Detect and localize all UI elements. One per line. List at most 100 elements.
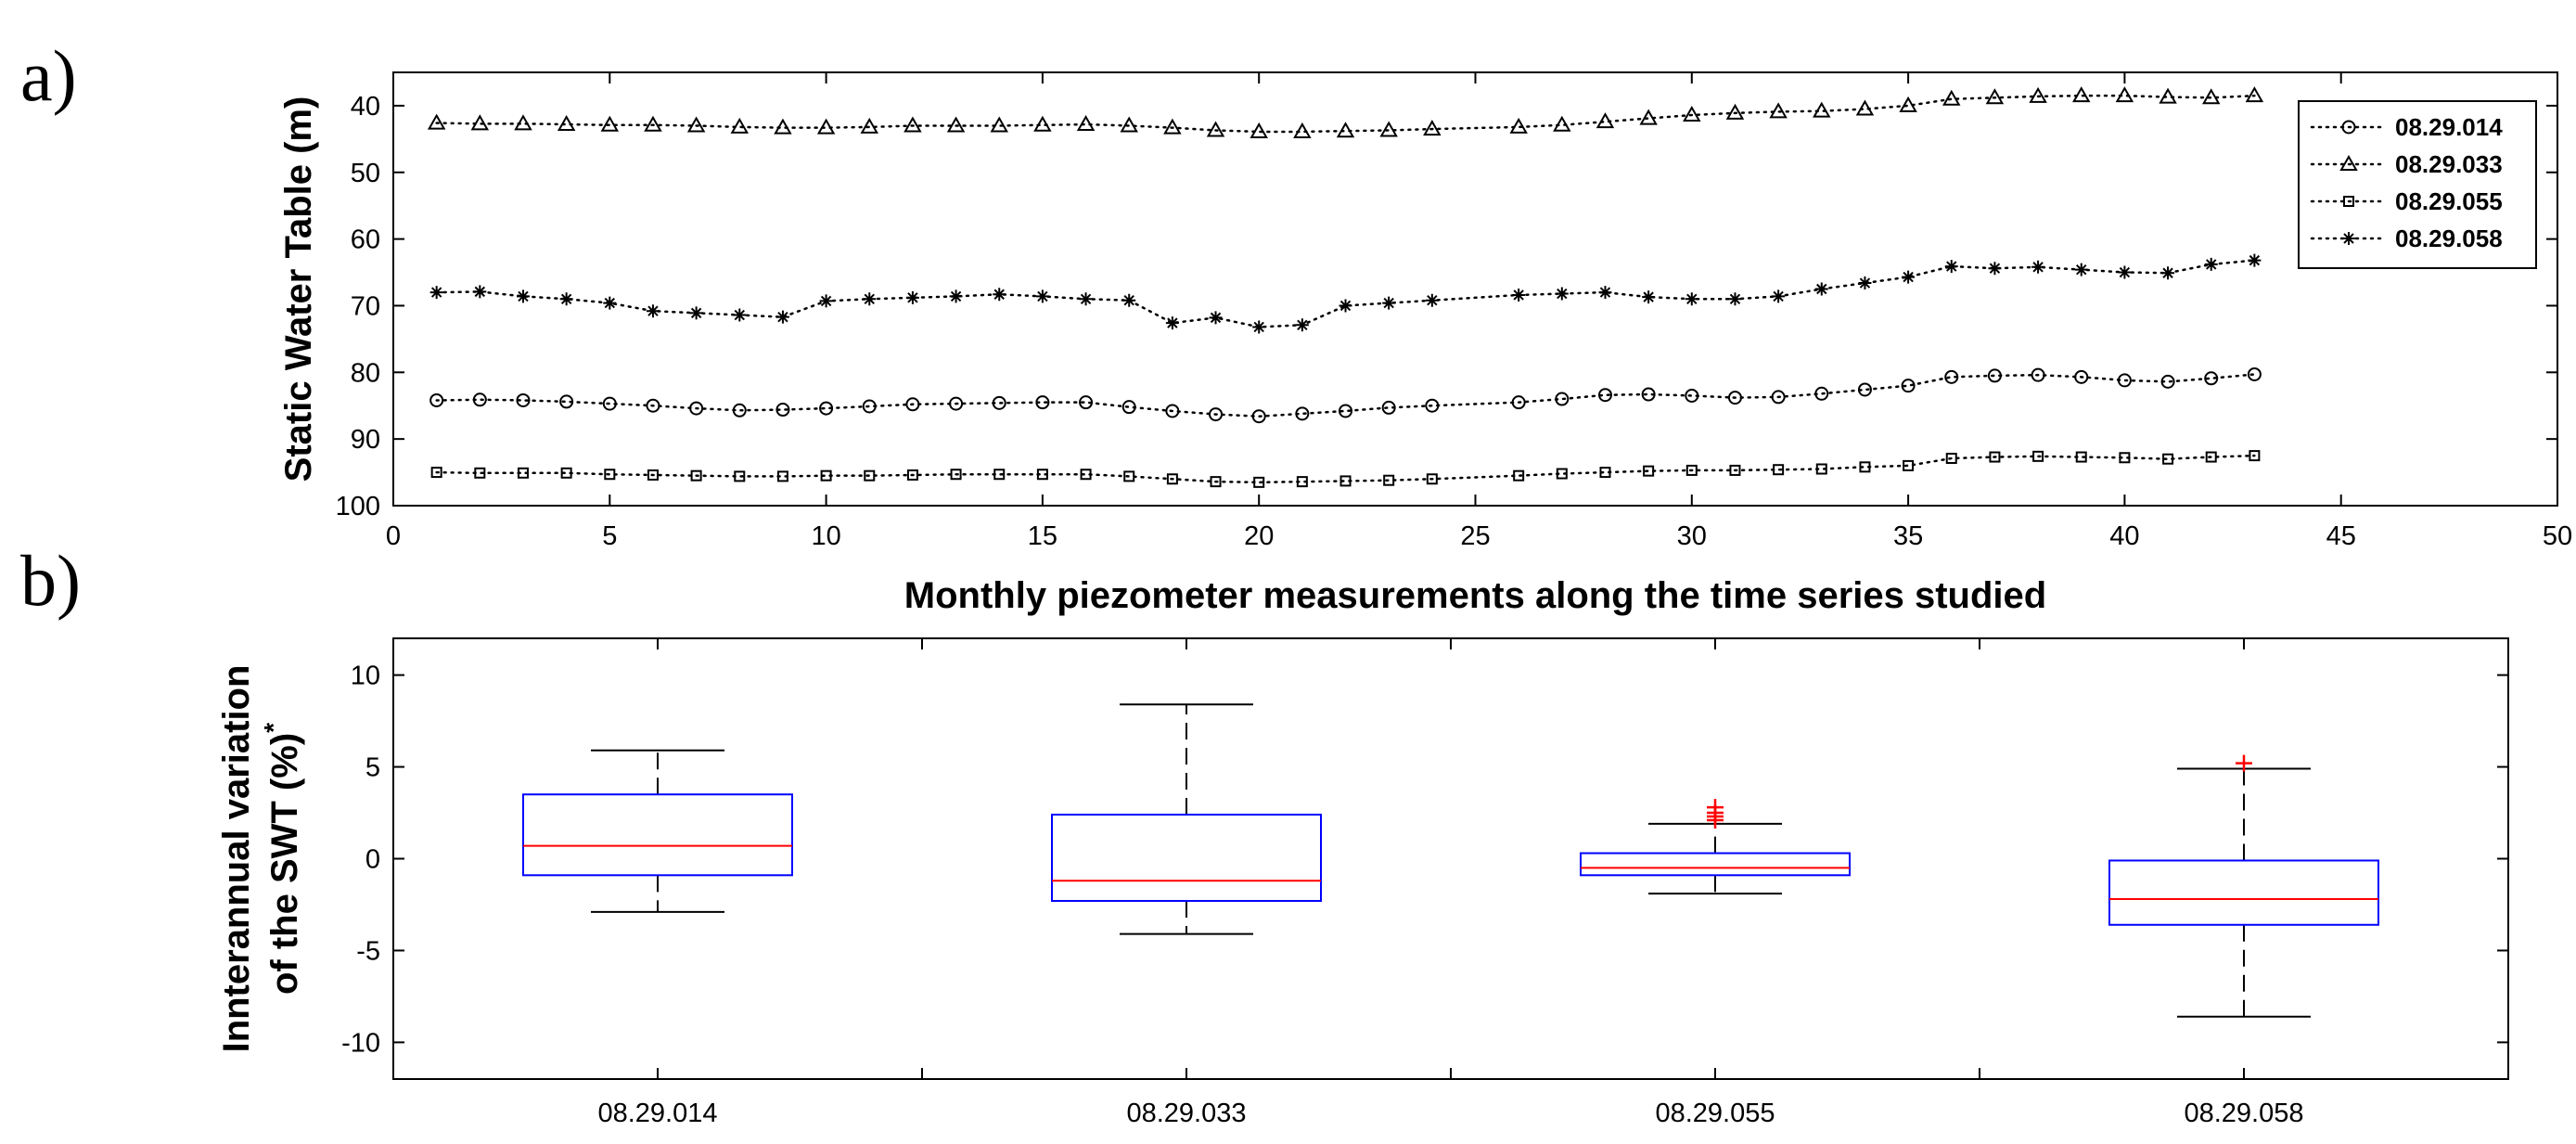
data-point: [1855, 99, 1875, 116]
panel-label-b: b): [20, 540, 81, 621]
data-point: [1859, 461, 1871, 473]
data-point: [1772, 289, 1786, 303]
data-point: [1423, 120, 1442, 136]
series-08.29.033: [427, 86, 2264, 138]
data-point: [1120, 116, 1138, 133]
chart-b: -10 -5 0 5 10 08.29.014 08.29.033 08.29.055 08.2…: [216, 637, 2509, 1128]
data-point: [1295, 406, 1310, 421]
data-point: [646, 304, 660, 318]
data-point: [949, 289, 963, 303]
iqr-box: [1580, 852, 1851, 877]
x-tick-label: 40: [2109, 521, 2139, 551]
y-tick-label: -5: [356, 936, 380, 966]
data-point: [1813, 101, 1831, 118]
data-point: [686, 116, 706, 133]
data-point: [1639, 109, 1658, 125]
x-tick-label: 50: [2543, 521, 2572, 551]
data-point: [732, 403, 747, 418]
y-tick-label: 50: [351, 159, 380, 188]
data-point: [1512, 288, 1526, 302]
data-point: [1728, 292, 1742, 306]
data-point: [1123, 470, 1135, 482]
data-point: [1296, 476, 1308, 488]
data-point: [1598, 286, 1612, 300]
legend-marker: [2339, 154, 2358, 171]
data-point: [1079, 292, 1093, 306]
data-point: [1814, 386, 1829, 401]
data-point: [516, 289, 530, 303]
data-point: [1944, 369, 1959, 384]
data-point: [1641, 387, 1656, 402]
data-point: [429, 286, 443, 300]
data-point: [2031, 260, 2045, 274]
data-point: [559, 394, 574, 409]
data-point: [816, 118, 836, 135]
data-point: [863, 292, 877, 306]
data-point: [1729, 464, 1741, 476]
data-point: [1513, 469, 1525, 482]
data-point: [1553, 115, 1571, 132]
chart-a-y-axis-label: Static Water Table (m): [278, 96, 319, 482]
data-point: [1121, 400, 1136, 415]
data-point: [1293, 122, 1312, 138]
data-point: [1383, 474, 1395, 486]
chart-b-y-axis-superscript: *: [259, 723, 288, 733]
data-point: [1985, 88, 2005, 105]
data-point: [1163, 118, 1182, 135]
x-tick-label: 5: [602, 521, 617, 551]
data-point: [990, 116, 1008, 133]
data-point: [2075, 451, 2087, 463]
y-tick-label: 0: [365, 845, 380, 875]
data-point: [905, 397, 920, 412]
data-point: [1252, 320, 1266, 334]
data-point: [2248, 253, 2262, 267]
data-point: [1336, 122, 1355, 138]
data-point: [1339, 299, 1352, 313]
data-point: [1122, 293, 1136, 307]
y-tick-label: 70: [351, 291, 380, 321]
iqr-box: [2108, 859, 2379, 926]
data-point: [906, 469, 918, 481]
y-tick-label: 80: [351, 358, 380, 388]
data-point: [1773, 464, 1785, 476]
data-point: [1426, 473, 1438, 485]
series-line: [435, 259, 2256, 328]
data-point: [1381, 400, 1396, 415]
data-point: [516, 392, 531, 407]
chart-a-x-axis-label: Monthly piezometer measurements along th…: [904, 575, 2046, 616]
data-point: [1857, 382, 1872, 397]
data-point: [1555, 287, 1569, 301]
data-point: [775, 310, 789, 324]
legend-marker: [2342, 232, 2355, 245]
data-point: [2074, 263, 2088, 276]
data-point: [1080, 469, 1092, 481]
data-point: [1858, 276, 1872, 290]
data-point: [1033, 115, 1052, 132]
data-point: [602, 396, 617, 411]
data-point: [992, 395, 1006, 410]
data-point: [1556, 468, 1568, 480]
y-tick-label: 5: [365, 753, 380, 783]
data-point: [1901, 379, 1916, 393]
data-point: [427, 113, 446, 130]
data-point: [647, 469, 659, 481]
data-point: [2072, 86, 2091, 103]
outlier-marker: [2236, 754, 2252, 772]
chart-b-axes: -10 -5 0 5 10 08.29.014 08.29.033 08.29.055 08.2…: [341, 638, 2508, 1128]
chart-b-boxes: [522, 703, 2379, 1018]
legend-marker: [2343, 196, 2354, 207]
data-point: [1382, 296, 1396, 310]
data-point: [730, 117, 750, 134]
data-point: [646, 398, 660, 413]
data-point: [949, 396, 964, 411]
data-point: [1209, 407, 1224, 422]
data-point: [2031, 367, 2045, 382]
iqr-box: [1051, 814, 1322, 903]
data-point: [2204, 257, 2218, 271]
x-tick-label: 15: [1028, 521, 1057, 551]
chart-b-y-axis-label-line1: Innterannual variation: [216, 665, 257, 1053]
data-point: [1166, 473, 1178, 485]
data-point: [864, 469, 876, 482]
category-label: 08.29.058: [2184, 1099, 2303, 1128]
x-tick-label: 25: [1460, 521, 1490, 551]
